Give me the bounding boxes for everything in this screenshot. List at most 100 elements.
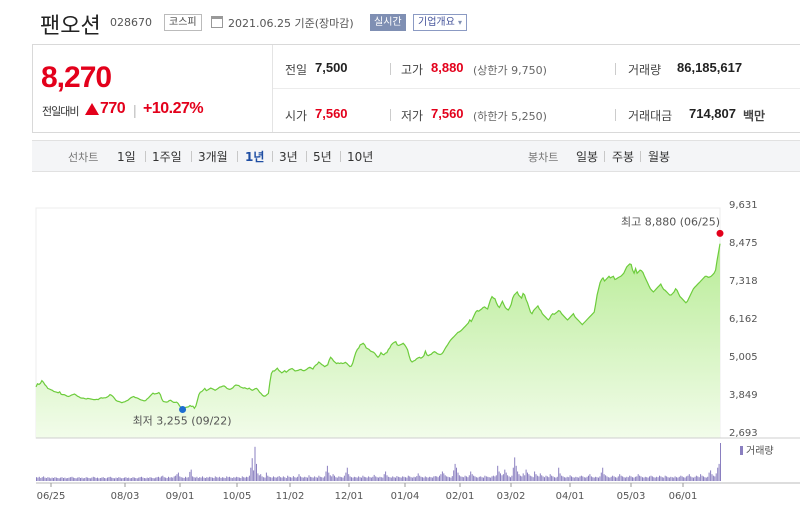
period-1y[interactable]: 1년 <box>245 150 265 164</box>
volume-bar <box>277 476 279 481</box>
volume-bar <box>403 476 405 481</box>
volume-bar <box>227 477 229 481</box>
price-area <box>36 243 720 438</box>
price-line <box>35 243 721 410</box>
volume-bar <box>199 477 201 481</box>
company-overview-button[interactable]: 기업개요 ▾ <box>413 14 468 31</box>
volume-bar <box>497 465 499 481</box>
volume-bar <box>236 476 238 481</box>
volume-bar <box>260 474 262 481</box>
volume-bar <box>707 476 709 481</box>
volume-bar <box>213 478 215 481</box>
volume-bar <box>309 476 311 481</box>
volume-bar <box>55 477 57 481</box>
volume-bar <box>87 477 89 481</box>
volume-bar <box>610 476 612 481</box>
volume-bar <box>524 475 526 481</box>
volume-bar <box>647 477 649 481</box>
low-annotation: 최저 3,255 (09/22) <box>133 415 232 428</box>
volume-bar <box>143 478 145 481</box>
volume-bar <box>163 477 165 481</box>
volume-bar <box>607 477 609 481</box>
candle-weekly[interactable]: 주봉 <box>612 150 635 164</box>
volume-bar <box>562 476 564 481</box>
volume-bar <box>643 477 645 481</box>
volume-bar <box>133 477 135 481</box>
volume-bar <box>168 476 169 481</box>
volume-bar <box>325 471 327 481</box>
volume-bar <box>36 477 37 481</box>
volume-bar <box>74 478 76 481</box>
volume-bar <box>596 477 598 481</box>
volume-bar <box>291 477 293 481</box>
volume-bars <box>36 443 721 481</box>
volume-bar <box>166 478 168 481</box>
volume-bar <box>700 474 702 481</box>
volume-bar <box>54 477 56 481</box>
high-value: 8,880 <box>431 60 464 75</box>
volume-bar <box>449 477 450 481</box>
volume-bar <box>443 473 445 481</box>
volume-bar <box>664 475 666 481</box>
volume-bar <box>683 477 685 481</box>
volume-bar <box>684 477 686 481</box>
volume-bar <box>72 477 74 481</box>
volume-bar <box>559 473 561 481</box>
volume-bar <box>651 476 653 481</box>
volume-bar <box>466 476 467 481</box>
volume-bar <box>45 478 47 481</box>
x-tick-label: 04/01 <box>556 491 585 502</box>
current-price-panel: 8,270 전일대비 770 | +10.27% <box>33 45 273 132</box>
period-10y[interactable]: 10년 <box>347 150 374 164</box>
volume-bar <box>410 477 412 481</box>
x-tick-label: 06/01 <box>669 491 698 502</box>
volume-bar <box>129 478 131 481</box>
volume-bar <box>429 476 431 481</box>
volume-bar <box>274 477 276 481</box>
volume-bar <box>290 477 291 481</box>
period-3y[interactable]: 3년 <box>279 150 298 164</box>
volume-bar <box>458 475 460 481</box>
volume-bar <box>504 469 506 481</box>
volume-bar <box>170 477 172 481</box>
volume-bar <box>356 477 358 481</box>
volume-bar <box>446 476 448 481</box>
volume-bar <box>41 477 43 481</box>
volume-bar <box>715 473 717 481</box>
volume-bar <box>718 463 720 481</box>
volume-bar <box>65 478 67 481</box>
volume-bar <box>593 477 595 481</box>
volume-bar <box>297 476 299 481</box>
period-1w[interactable]: 1주일 <box>152 150 182 164</box>
volume-bar <box>44 477 46 481</box>
candle-monthly[interactable]: 월봉 <box>648 150 671 164</box>
period-3m[interactable]: 3개월 <box>198 150 228 164</box>
volume-bar <box>670 476 672 481</box>
period-1d[interactable]: 1일 <box>117 150 136 164</box>
volume-bar <box>183 478 185 481</box>
volume-bar <box>554 477 555 481</box>
x-tick-label: 08/03 <box>111 491 140 502</box>
volume-bar <box>109 476 111 481</box>
volume-bar <box>426 477 428 481</box>
volume-bar <box>474 476 476 481</box>
volume-bar <box>146 477 148 481</box>
volume-bar <box>487 476 489 481</box>
period-5y[interactable]: 5년 <box>313 150 332 164</box>
realtime-button[interactable]: 실시간 <box>370 14 406 31</box>
amount-value: 714,807 <box>689 106 736 121</box>
volume-bar <box>253 470 255 481</box>
volume-bar <box>660 476 662 481</box>
volume-bar <box>209 476 211 481</box>
volume-bar <box>378 477 379 481</box>
volume-bar <box>115 477 117 481</box>
volume-bar <box>383 474 385 481</box>
price-chart[interactable]: 9,631 8,475 7,318 6,162 5,005 3,849 2,693 최저 3… <box>0 180 800 522</box>
volume-bar <box>261 476 263 481</box>
volume-bar <box>99 478 101 481</box>
volume-bar <box>217 477 219 481</box>
candle-daily[interactable]: 일봉 <box>576 150 599 164</box>
volume-bar <box>444 475 446 481</box>
volume-bar <box>226 476 228 481</box>
volume-bar <box>556 476 558 481</box>
